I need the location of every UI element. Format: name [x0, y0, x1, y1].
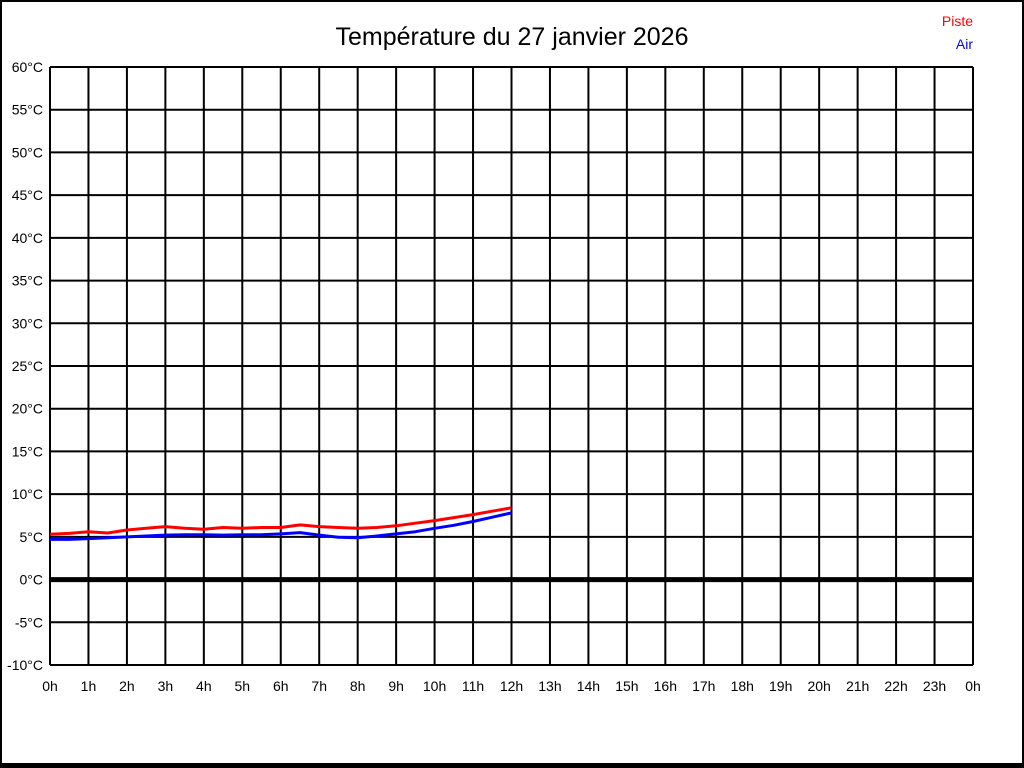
x-tick-label: 0h: [965, 678, 981, 694]
x-tick-label: 23h: [923, 678, 946, 694]
legend-piste-label: Piste: [941, 13, 973, 29]
x-tick-label: 12h: [500, 678, 523, 694]
y-tick-label: 45°C: [12, 187, 43, 203]
x-tick-label: 9h: [388, 678, 404, 694]
x-tick-label: 22h: [884, 678, 907, 694]
y-tick-label: 50°C: [12, 144, 43, 160]
y-tick-label: 0°C: [20, 572, 44, 588]
x-tick-label: 5h: [235, 678, 251, 694]
chart-title: Température du 27 janvier 2026: [335, 23, 689, 51]
y-tick-label: 25°C: [12, 358, 43, 374]
x-tick-label: 13h: [538, 678, 561, 694]
y-tick-label: 60°C: [12, 59, 43, 75]
x-tick-label: 21h: [846, 678, 869, 694]
y-tick-label: 30°C: [12, 315, 43, 331]
chart-legend: Piste Air: [942, 10, 973, 56]
x-tick-label: 17h: [692, 678, 715, 694]
y-tick-label: 10°C: [12, 486, 43, 502]
x-tick-label: 1h: [81, 678, 97, 694]
x-tick-label: 4h: [196, 678, 212, 694]
y-tick-label: 15°C: [12, 443, 43, 459]
x-tick-label: 6h: [273, 678, 289, 694]
y-tick-label: 20°C: [12, 401, 43, 417]
x-tick-label: 15h: [615, 678, 638, 694]
x-tick-label: 20h: [807, 678, 830, 694]
x-tick-label: 3h: [158, 678, 174, 694]
x-tick-label: 8h: [350, 678, 366, 694]
y-tick-label: 35°C: [12, 273, 43, 289]
y-tick-label: -5°C: [15, 614, 43, 630]
x-tick-label: 18h: [731, 678, 754, 694]
x-tick-label: 16h: [654, 678, 677, 694]
series-air-line: [50, 511, 512, 541]
x-tick-label: 11h: [462, 678, 484, 694]
y-tick-label: -10°C: [7, 657, 43, 673]
series-piste-line: [49, 506, 512, 536]
x-tick-label: 0h: [42, 678, 58, 694]
x-tick-label: 2h: [119, 678, 135, 694]
y-tick-label: 40°C: [12, 230, 43, 246]
x-tick-label: 7h: [311, 678, 327, 694]
y-tick-label: 55°C: [12, 102, 43, 118]
x-tick-label: 14h: [577, 678, 600, 694]
x-tick-label: 10h: [423, 678, 446, 694]
y-tick-label: 5°C: [20, 529, 44, 545]
legend-air-label: Air: [955, 36, 973, 52]
x-tick-label: 19h: [769, 678, 792, 694]
